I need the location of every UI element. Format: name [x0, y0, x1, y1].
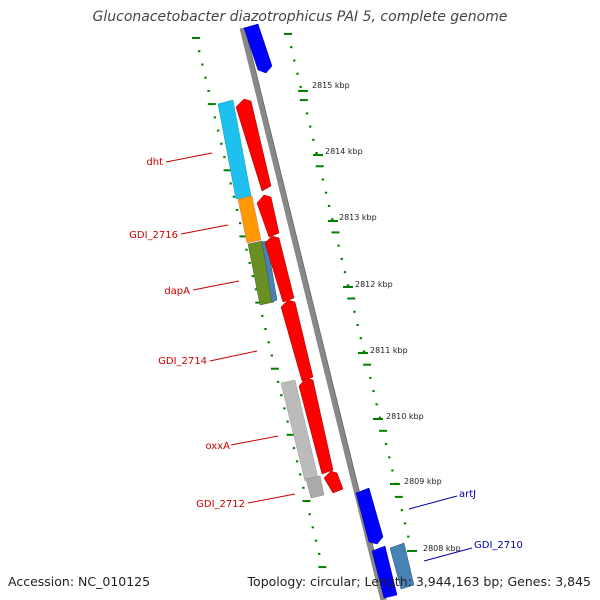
topology-label: Topology:	[247, 574, 307, 589]
leader-GDI_2712	[247, 493, 296, 504]
left-tick-track	[192, 37, 327, 569]
leader-dht	[165, 152, 213, 163]
right-gene-labels: artJ GDI_2710	[459, 489, 523, 551]
label-leaders	[165, 152, 473, 562]
gene-GDI_2716-feature[interactable]	[237, 195, 262, 244]
label-GDI_2712[interactable]: GDI_2712	[196, 499, 245, 510]
leader-GDI_2716	[180, 224, 229, 235]
accession-info: Accession: NC_010125	[8, 574, 150, 589]
scale-label: 2810 kbp	[386, 412, 424, 421]
length-value: 3,944,163 bp	[415, 574, 500, 589]
gene-GDI_2710-feature[interactable]	[389, 542, 415, 590]
label-dht[interactable]: dht	[146, 157, 163, 168]
label-GDI_2716[interactable]: GDI_2716	[129, 230, 178, 241]
scale-label: 2812 kbp	[355, 280, 393, 289]
forward-gene-4[interactable]	[280, 299, 314, 382]
scale-label: 2808 kbp	[423, 544, 461, 553]
forward-gene-6[interactable]	[323, 470, 344, 494]
gene-steelblue-small-feature[interactable]	[261, 240, 278, 303]
label-GDI_2710[interactable]: GDI_2710	[474, 540, 523, 551]
scale-label: 2809 kbp	[404, 477, 442, 486]
topology-value: circular	[310, 574, 357, 589]
forward-gene-3[interactable]	[264, 235, 295, 303]
accession-label: Accession:	[8, 574, 75, 589]
label-artJ[interactable]: artJ	[459, 489, 476, 500]
scale-label: 2811 kbp	[370, 346, 408, 355]
gene-GDI_2712-end-feature[interactable]	[305, 475, 325, 499]
map-title: Gluconacetobacter diazotrophicus PAI 5, …	[92, 9, 508, 25]
label-dapA[interactable]: dapA	[164, 286, 190, 297]
leader-artJ	[408, 495, 458, 510]
gene-dapA-feature[interactable]	[247, 240, 275, 306]
right-tick-track	[284, 33, 410, 538]
gene-artJ-feature[interactable]	[355, 487, 384, 545]
leader-dapA	[192, 280, 240, 291]
forward-gene-5[interactable]	[298, 377, 334, 475]
left-gene-labels: dht GDI_2716 dapA GDI_2714 oxxA GDI_2712	[129, 157, 245, 510]
reverse-gene-track	[243, 23, 415, 599]
leader-GDI_2714	[209, 350, 258, 362]
forward-gene-2[interactable]	[256, 194, 280, 238]
genes-label: Genes:	[507, 574, 552, 589]
scale-label: 2815 kbp	[312, 81, 350, 90]
label-GDI_2714[interactable]: GDI_2714	[158, 356, 207, 367]
forward-gene-track	[235, 98, 344, 494]
leader-GDI_2710	[423, 547, 473, 562]
scale-labels: 2815 kbp 2814 kbp 2813 kbp 2812 kbp 2811 kbp…	[298, 81, 461, 553]
length-label: Length:	[364, 574, 412, 589]
genome-stats: Topology: circular; Length: 3,944,163 bp…	[247, 574, 591, 589]
reverse-gene-top[interactable]	[243, 23, 273, 74]
accession-value: NC_010125	[78, 574, 151, 589]
forward-gene-1[interactable]	[235, 98, 272, 192]
scale-label: 2814 kbp	[325, 147, 363, 156]
label-oxxA[interactable]: oxxA	[206, 441, 231, 452]
leader-oxxA	[230, 435, 279, 446]
inner-feature-track	[217, 99, 325, 499]
gene-GDI_2710-feature-blue[interactable]	[371, 545, 398, 599]
genes-value: 3,845	[555, 574, 591, 589]
scale-label: 2813 kbp	[339, 213, 377, 222]
